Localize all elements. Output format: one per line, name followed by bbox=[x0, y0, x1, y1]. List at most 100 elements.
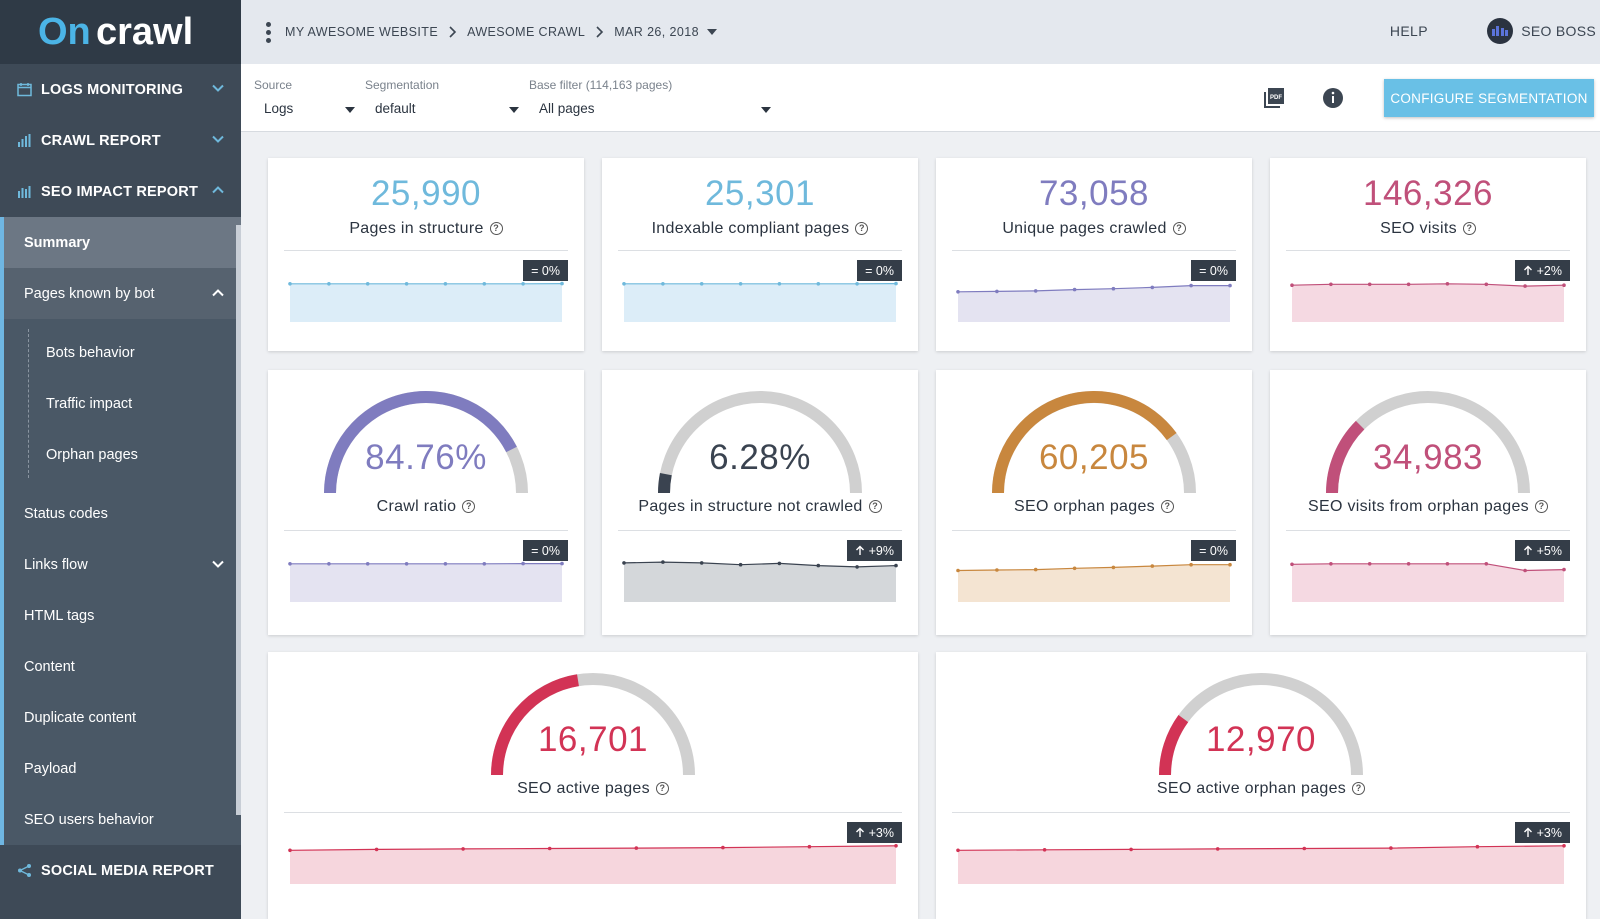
caret-down-icon[interactable] bbox=[706, 29, 717, 35]
sidebar-scrollbar[interactable] bbox=[236, 225, 241, 815]
pdf-export-icon[interactable]: PDF bbox=[1262, 86, 1286, 110]
gauge-fill bbox=[491, 674, 580, 776]
source-filter[interactable]: Source Logs bbox=[254, 78, 359, 116]
nav-section-crawl-report[interactable]: CRAWL REPORT bbox=[0, 115, 241, 166]
base-filter[interactable]: Base filter (114,163 pages) All pages bbox=[529, 78, 774, 116]
arrow-up-icon bbox=[855, 827, 864, 837]
help-circle-icon[interactable]: ? bbox=[855, 222, 869, 236]
breadcrumb-crawl[interactable]: AWESOME CRAWL bbox=[467, 25, 586, 39]
sidebar-item-bots-behavior[interactable]: Bots behavior bbox=[4, 327, 241, 378]
kpi-value: 6.28% bbox=[709, 438, 811, 477]
info-icon[interactable] bbox=[1321, 86, 1345, 110]
kpi-card[interactable]: 34,983 SEO visits from orphan pages? +5% bbox=[1270, 370, 1586, 635]
help-circle-icon[interactable]: ? bbox=[1160, 500, 1174, 514]
divider bbox=[1286, 250, 1570, 251]
sparkline-point bbox=[1389, 846, 1393, 850]
sidebar-item-traffic-impact[interactable]: Traffic impact bbox=[4, 378, 241, 429]
kpi-value: 84.76% bbox=[365, 438, 487, 477]
sidebar-item-payload[interactable]: Payload bbox=[4, 743, 241, 794]
sidebar-item-summary[interactable]: Summary bbox=[4, 217, 241, 268]
kpi-card[interactable]: 73,058 Unique pages crawled? = 0% bbox=[936, 158, 1252, 351]
nav-section-seo-impact-report[interactable]: SEO IMPACT REPORT bbox=[0, 166, 241, 217]
help-circle-icon[interactable]: ? bbox=[462, 500, 476, 514]
sidebar-item-orphan-pages[interactable]: Orphan pages bbox=[4, 429, 241, 480]
sidebar-item-pages-known-by-bot[interactable]: Pages known by bot bbox=[4, 268, 241, 319]
sparkline-point bbox=[1329, 562, 1333, 566]
sparkline-point bbox=[738, 282, 743, 286]
trend-badge-text: +2% bbox=[1536, 263, 1562, 278]
nav-section-social-media-report[interactable]: SOCIAL MEDIA REPORT bbox=[0, 845, 241, 896]
sidebar-item-content[interactable]: Content bbox=[4, 641, 241, 692]
help-circle-icon[interactable]: ? bbox=[868, 500, 882, 514]
sparkline-point bbox=[365, 562, 370, 566]
sparkline-point bbox=[699, 561, 704, 565]
kpi-label: Pages in structure not crawled? bbox=[602, 498, 918, 516]
help-circle-icon[interactable]: ? bbox=[1352, 782, 1366, 796]
breadcrumb-date[interactable]: MAR 26, 2018 bbox=[614, 25, 699, 39]
kpi-card[interactable]: 84.76% Crawl ratio? = 0% bbox=[268, 370, 584, 635]
kpi-card[interactable]: 6.28% Pages in structure not crawled? +9% bbox=[602, 370, 918, 635]
configure-segmentation-button[interactable]: CONFIGURE SEGMENTATION bbox=[1384, 79, 1594, 117]
segmentation-select[interactable]: default bbox=[365, 101, 520, 116]
kpi-label-text: SEO orphan pages bbox=[1014, 498, 1155, 515]
arrow-up-icon bbox=[855, 545, 864, 555]
help-circle-icon[interactable]: ? bbox=[1172, 222, 1186, 236]
sparkline-area bbox=[624, 283, 896, 322]
nav-section-logs-monitoring[interactable]: LOGS MONITORING bbox=[0, 64, 241, 115]
help-circle-icon[interactable]: ? bbox=[1462, 222, 1476, 236]
sparkline-point bbox=[1189, 283, 1193, 288]
sparkline-chart bbox=[956, 844, 1566, 884]
sparkline-area bbox=[290, 283, 562, 322]
arrow-up-icon bbox=[1523, 265, 1532, 275]
sparkline-point bbox=[1042, 848, 1047, 852]
trend-badge: = 0% bbox=[1191, 540, 1236, 561]
sparkline-point bbox=[995, 289, 999, 294]
kpi-card[interactable]: 146,326 SEO visits? +2% bbox=[1270, 158, 1586, 351]
sidebar-item-duplicate-content[interactable]: Duplicate content bbox=[4, 692, 241, 743]
sparkline-area bbox=[958, 564, 1230, 602]
sparkline-point bbox=[816, 563, 821, 568]
help-link[interactable]: HELP bbox=[1389, 23, 1428, 39]
sparkline-point bbox=[894, 281, 898, 286]
segmentation-filter[interactable]: Segmentation default bbox=[365, 78, 520, 116]
gauge-chart bbox=[657, 391, 862, 494]
sidebar-item-label: Duplicate content bbox=[24, 709, 137, 726]
sparkline-point bbox=[816, 282, 821, 286]
kpi-card[interactable]: 25,990 Pages in structure? = 0% bbox=[268, 158, 584, 351]
breadcrumb-project[interactable]: MY AWESOME WEBSITE bbox=[285, 25, 439, 39]
oncrawl-logo-icon: On crawl bbox=[38, 12, 193, 52]
source-select[interactable]: Logs bbox=[254, 101, 359, 116]
sparkline-point bbox=[560, 281, 564, 286]
sparkline-line bbox=[1291, 563, 1565, 572]
kpi-label-text: Crawl ratio bbox=[376, 498, 457, 515]
sparkline-point bbox=[1150, 285, 1155, 290]
sidebar-item-status-codes[interactable]: Status codes bbox=[4, 488, 241, 539]
help-circle-icon[interactable]: ? bbox=[489, 222, 503, 236]
sidebar-item-links-flow[interactable]: Links flow bbox=[4, 539, 241, 590]
sparkline-point bbox=[1329, 282, 1333, 287]
trend-badge-text: +5% bbox=[1536, 543, 1562, 558]
kpi-card[interactable]: 60,205 SEO orphan pages? = 0% bbox=[936, 370, 1252, 635]
kpi-label: Pages in structure? bbox=[268, 220, 584, 238]
help-circle-icon[interactable]: ? bbox=[655, 782, 669, 796]
sparkline-point bbox=[1562, 844, 1566, 848]
base-filter-select[interactable]: All pages bbox=[529, 101, 774, 116]
kpi-value: 16,701 bbox=[537, 720, 649, 759]
sidebar: On crawl LOGS MONITORING CRAWL REPORT SE… bbox=[0, 0, 241, 919]
pages-known-submenu: Bots behavior Traffic impact Orphan page… bbox=[4, 319, 241, 488]
kpi-card[interactable]: 25,301 Indexable compliant pages? = 0% bbox=[602, 158, 918, 351]
sparkline-point bbox=[777, 282, 782, 286]
oncrawl-logo[interactable]: On crawl bbox=[0, 0, 241, 64]
sparkline-point bbox=[327, 562, 331, 566]
kpi-card[interactable]: 16,701 SEO active pages? +3% bbox=[268, 652, 918, 919]
sidebar-item-html-tags[interactable]: HTML tags bbox=[4, 590, 241, 641]
user-menu[interactable]: SEO BOSS bbox=[1487, 18, 1596, 44]
help-circle-icon[interactable]: ? bbox=[1534, 500, 1548, 514]
more-vert-icon[interactable] bbox=[265, 21, 271, 43]
share-icon bbox=[15, 862, 33, 880]
sparkline-point bbox=[855, 282, 859, 286]
sidebar-item-seo-users-behavior[interactable]: SEO users behavior bbox=[4, 794, 241, 845]
sidebar-item-label: Status codes bbox=[24, 505, 108, 522]
divider bbox=[1286, 530, 1570, 531]
kpi-card[interactable]: 12,970 SEO active orphan pages? +3% bbox=[936, 652, 1586, 919]
